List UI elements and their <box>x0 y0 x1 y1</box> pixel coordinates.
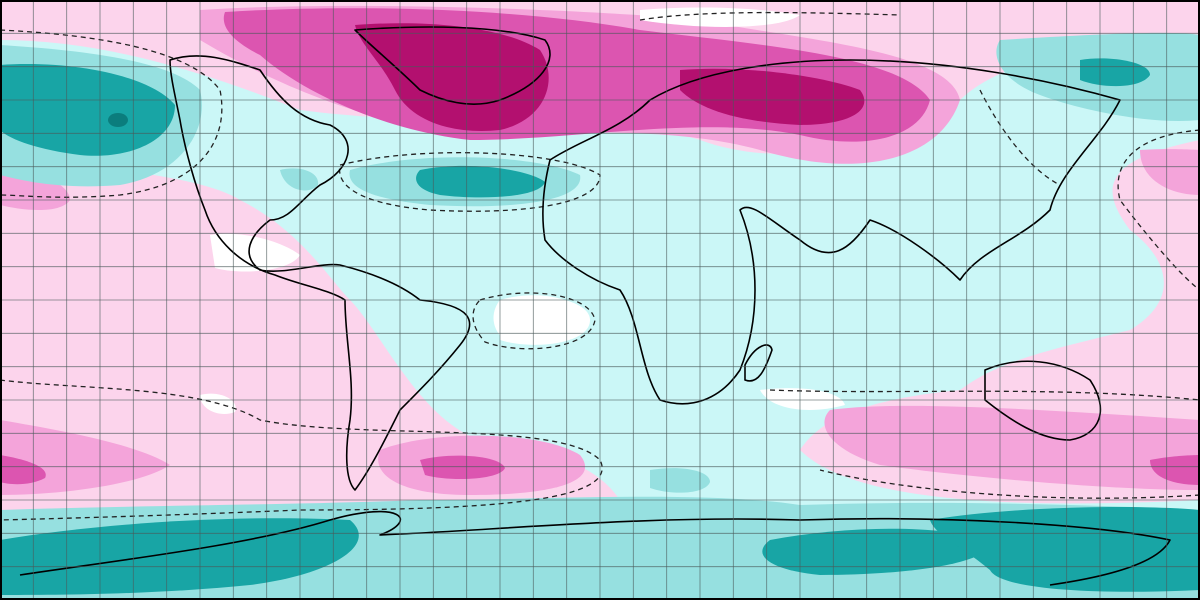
negative-extreme <box>108 113 128 127</box>
neutral <box>200 7 845 415</box>
contours <box>0 11 1200 521</box>
